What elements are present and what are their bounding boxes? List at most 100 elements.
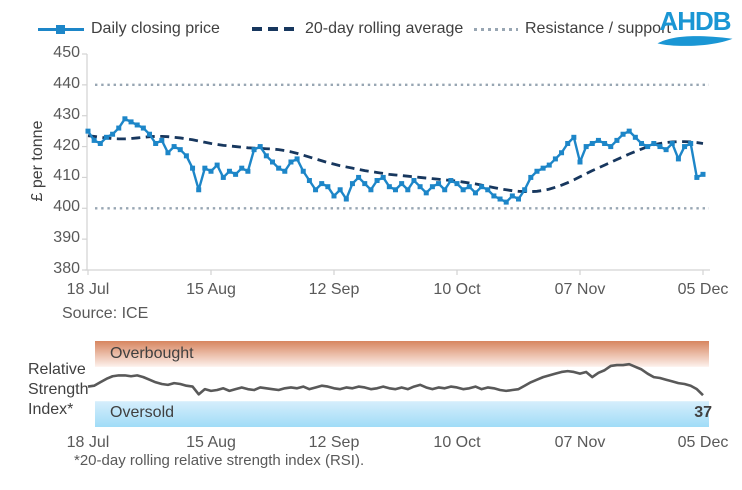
price-marker bbox=[374, 178, 380, 184]
price-marker bbox=[282, 168, 288, 174]
price-marker bbox=[171, 144, 177, 150]
price-chart-plot bbox=[82, 53, 710, 275]
price-marker bbox=[300, 168, 306, 174]
price-marker bbox=[466, 184, 472, 190]
price-marker bbox=[411, 178, 417, 184]
price-marker bbox=[147, 131, 152, 137]
price-marker bbox=[183, 153, 189, 159]
ahdb-logo-text: AHDB bbox=[659, 6, 731, 36]
price-marker bbox=[399, 181, 405, 187]
price-marker bbox=[110, 131, 116, 137]
price-marker bbox=[208, 168, 214, 174]
oversold-band-label: Oversold bbox=[110, 404, 175, 421]
price-marker bbox=[85, 128, 91, 134]
x-tick-label: 10 Oct bbox=[433, 281, 481, 298]
price-marker bbox=[565, 140, 571, 146]
price-marker bbox=[540, 165, 546, 171]
dashed-line-swatch-icon bbox=[252, 27, 298, 31]
price-marker bbox=[331, 193, 337, 199]
price-marker bbox=[226, 168, 232, 174]
price-marker bbox=[669, 140, 675, 146]
price-marker bbox=[239, 165, 245, 171]
price-marker bbox=[460, 187, 466, 193]
square-marker-icon bbox=[56, 24, 65, 34]
price-marker bbox=[356, 174, 362, 180]
price-marker bbox=[626, 128, 632, 134]
price-marker bbox=[393, 187, 398, 193]
price-marker bbox=[583, 144, 589, 150]
price-marker bbox=[595, 137, 601, 143]
daily-price-swatch-icon bbox=[38, 24, 84, 34]
price-marker bbox=[190, 165, 196, 171]
price-marker bbox=[177, 147, 183, 153]
y-axis-title: £ per tonne bbox=[29, 120, 46, 202]
y-tick-label: 450 bbox=[53, 44, 80, 61]
x-tick-label: 07 Nov bbox=[554, 434, 606, 451]
x-tick-label: 07 Nov bbox=[554, 281, 606, 298]
price-marker bbox=[343, 196, 349, 202]
price-marker bbox=[325, 184, 331, 190]
rsi-last-value: 37 bbox=[694, 404, 712, 421]
price-marker bbox=[663, 147, 669, 153]
y-tick-label: 390 bbox=[53, 229, 80, 247]
price-marker bbox=[153, 140, 159, 146]
price-marker bbox=[214, 162, 220, 168]
x-tick-label: 15 Aug bbox=[186, 281, 236, 298]
price-marker bbox=[632, 134, 638, 140]
price-marker bbox=[165, 150, 171, 156]
overbought-band bbox=[95, 341, 709, 367]
price-marker bbox=[270, 159, 275, 165]
oversold-band bbox=[95, 401, 709, 427]
price-marker bbox=[276, 165, 282, 171]
price-marker bbox=[657, 144, 663, 150]
legend-item-rolling-average: 20-day rolling average bbox=[252, 19, 463, 39]
price-marker bbox=[220, 174, 226, 180]
x-tick-label: 12 Sep bbox=[308, 434, 360, 451]
price-marker bbox=[294, 156, 300, 162]
price-marker bbox=[620, 131, 626, 137]
price-marker bbox=[559, 150, 565, 156]
price-marker bbox=[140, 125, 146, 131]
price-marker bbox=[614, 137, 620, 143]
y-tick-label: 380 bbox=[53, 260, 80, 277]
ahdb-logo: AHDB bbox=[652, 8, 738, 49]
price-marker bbox=[103, 134, 109, 140]
price-marker bbox=[700, 171, 706, 177]
price-marker bbox=[552, 156, 558, 162]
x-tick-label: 15 Aug bbox=[186, 434, 236, 451]
price-marker bbox=[454, 181, 460, 187]
footnote: *20-day rolling relative strength index … bbox=[74, 452, 365, 469]
price-marker bbox=[516, 196, 521, 202]
price-marker bbox=[534, 168, 540, 174]
price-marker bbox=[497, 196, 503, 202]
price-marker bbox=[233, 171, 239, 177]
price-marker bbox=[380, 174, 386, 180]
price-marker bbox=[97, 140, 103, 146]
rsi-axis-title: Relative Strength Index* bbox=[28, 361, 89, 418]
price-marker bbox=[448, 178, 454, 184]
legend-label: 20-day rolling average bbox=[305, 20, 464, 37]
price-marker bbox=[651, 140, 657, 146]
price-marker bbox=[639, 140, 644, 146]
y-tick-label: 400 bbox=[53, 198, 80, 216]
price-marker bbox=[257, 144, 263, 150]
price-marker bbox=[675, 156, 681, 162]
price-marker bbox=[251, 147, 257, 153]
x-tick-label: 18 Jul bbox=[66, 281, 110, 298]
price-marker bbox=[472, 190, 478, 196]
y-tick-label: 440 bbox=[53, 74, 80, 92]
price-marker bbox=[159, 137, 165, 143]
price-marker bbox=[349, 181, 355, 187]
price-marker bbox=[479, 184, 485, 190]
price-marker bbox=[546, 162, 552, 168]
price-marker bbox=[313, 187, 319, 193]
legend-label: Resistance / support bbox=[525, 20, 671, 37]
price-marker bbox=[122, 116, 128, 122]
price-marker bbox=[91, 137, 97, 143]
price-marker bbox=[306, 178, 312, 184]
price-marker bbox=[442, 187, 448, 193]
price-marker bbox=[362, 181, 368, 187]
x-tick-label: 05 Dec bbox=[677, 281, 729, 298]
x-tick-label: 18 Jul bbox=[66, 434, 110, 451]
price-marker bbox=[577, 159, 583, 165]
